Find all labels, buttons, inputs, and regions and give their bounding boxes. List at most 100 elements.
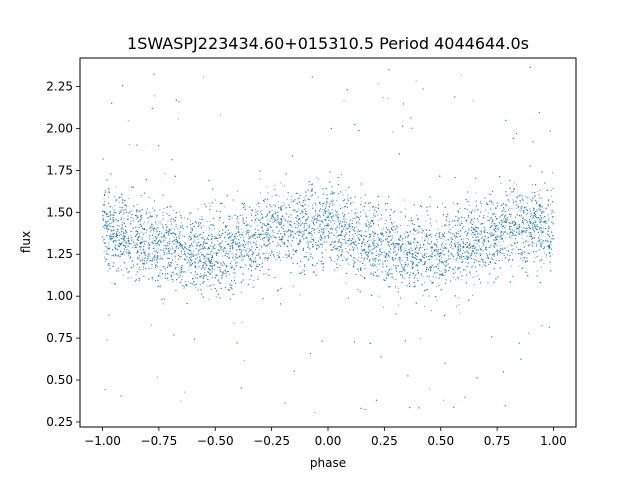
data-point [506, 205, 508, 207]
data-point [472, 265, 474, 267]
data-point [284, 230, 286, 232]
data-point [404, 247, 406, 249]
data-point [239, 257, 241, 259]
data-point [478, 239, 480, 240]
data-point [119, 231, 121, 233]
data-point [144, 257, 146, 259]
data-point [217, 249, 219, 251]
data-point [257, 254, 259, 256]
data-point [308, 205, 310, 207]
data-point [201, 216, 203, 218]
data-point [450, 242, 452, 244]
data-point [431, 236, 433, 238]
data-point [191, 265, 193, 267]
data-point [436, 286, 438, 288]
data-point [175, 261, 177, 263]
data-point [475, 227, 477, 229]
data-point [195, 236, 197, 238]
data-point [526, 208, 528, 210]
data-point [357, 234, 359, 236]
data-point [104, 203, 106, 205]
data-point [516, 205, 518, 207]
data-point [521, 205, 523, 207]
data-point [504, 203, 506, 205]
data-point [200, 251, 202, 253]
data-point [536, 190, 538, 192]
data-point [508, 200, 510, 202]
data-point [470, 233, 472, 235]
data-point [191, 226, 193, 228]
data-point [128, 212, 130, 214]
data-point [441, 203, 443, 205]
data-point [213, 253, 215, 255]
data-point [420, 274, 422, 276]
data-point [228, 232, 230, 234]
data-point [137, 251, 139, 253]
data-point [394, 251, 396, 253]
data-point [469, 242, 471, 244]
data-point [184, 242, 186, 244]
data-point [345, 240, 347, 242]
data-point [308, 244, 310, 246]
data-point [111, 231, 113, 233]
data-point [468, 229, 470, 231]
data-point [414, 276, 416, 278]
data-point [196, 263, 198, 265]
data-point [475, 270, 477, 272]
data-point [545, 256, 547, 258]
data-point [405, 237, 407, 239]
data-point [377, 237, 379, 239]
data-point [160, 232, 162, 234]
data-point [275, 258, 277, 260]
data-point [369, 249, 371, 251]
data-point [322, 228, 324, 230]
data-point [436, 299, 438, 301]
data-point [155, 255, 157, 257]
data-point [178, 211, 180, 213]
data-point [527, 332, 529, 334]
data-point [407, 225, 409, 227]
data-point [442, 247, 444, 249]
data-point [528, 196, 530, 198]
data-point [267, 233, 269, 235]
data-point [473, 245, 475, 247]
data-point [202, 237, 204, 239]
data-point [228, 235, 230, 237]
data-point [293, 236, 295, 238]
data-point [490, 234, 492, 236]
data-point [131, 239, 133, 241]
data-point [282, 257, 284, 259]
data-point [402, 277, 404, 279]
data-point [291, 234, 293, 236]
data-point [173, 221, 175, 223]
data-point [518, 233, 520, 235]
data-point [526, 219, 528, 221]
data-point [457, 203, 459, 205]
data-point [473, 284, 475, 286]
data-point [204, 246, 206, 248]
data-point [326, 225, 328, 227]
data-point [399, 261, 401, 263]
data-point [408, 220, 410, 222]
data-point [377, 269, 379, 271]
data-point [443, 269, 445, 271]
data-point [279, 222, 281, 224]
data-point [109, 264, 111, 266]
data-point [386, 273, 388, 275]
data-point [214, 199, 216, 201]
data-point [149, 214, 151, 216]
data-point [453, 242, 455, 244]
data-point [271, 251, 273, 253]
data-point [500, 232, 502, 234]
data-point [365, 253, 367, 255]
data-point [410, 284, 412, 286]
data-point [384, 223, 386, 225]
data-point [111, 218, 113, 220]
data-point [248, 236, 250, 238]
data-point [110, 214, 112, 216]
data-point [462, 249, 464, 251]
data-point [111, 207, 113, 209]
data-point [470, 222, 472, 224]
data-point [240, 228, 242, 230]
data-point [482, 244, 484, 246]
